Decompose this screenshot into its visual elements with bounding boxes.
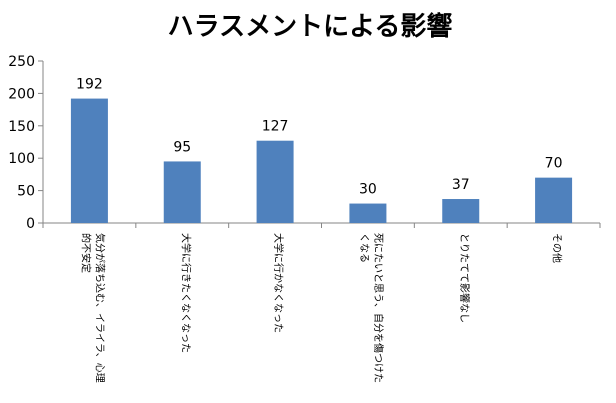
bar	[349, 203, 387, 223]
bar	[163, 161, 201, 223]
y-tick-label: 100	[8, 151, 35, 167]
chart-title: ハラスメントによる影響	[168, 11, 453, 42]
bar	[442, 199, 480, 223]
data-label: 127	[262, 119, 289, 135]
category-label: その他	[551, 233, 564, 263]
data-label: 70	[545, 156, 563, 172]
y-tick-label: 150	[8, 119, 35, 135]
data-label: 95	[173, 139, 191, 155]
category-labels: 気分が落ち込む、イライラ、心理的不安定 大学に行きたくなくなった 大学に行かなくなっ…	[79, 233, 563, 383]
y-tick-label: 200	[8, 86, 35, 102]
category-label: 大学に行きたくなくなった	[179, 233, 192, 353]
bars	[70, 98, 573, 223]
data-label: 37	[452, 177, 470, 193]
y-tick-label: 50	[17, 184, 35, 200]
category-label: とりたてて影響なし	[458, 233, 471, 323]
y-tick-label: 0	[26, 216, 35, 232]
bar	[256, 140, 294, 223]
data-labels: 192 95 127 30 37 70	[76, 77, 562, 198]
category-label: 大学に行かなくなった	[272, 233, 285, 333]
category-label: 死にたいと思う、自分を傷つけたくなる	[358, 233, 385, 383]
axes: 0 50 100 150 200 250	[8, 54, 601, 232]
data-label: 192	[76, 77, 103, 93]
bar	[535, 177, 573, 223]
category-label: 気分が落ち込む、イライラ、心理的不安定	[79, 233, 106, 383]
y-tick-label: 250	[8, 54, 35, 70]
bar	[70, 98, 108, 223]
data-label: 30	[359, 182, 377, 198]
